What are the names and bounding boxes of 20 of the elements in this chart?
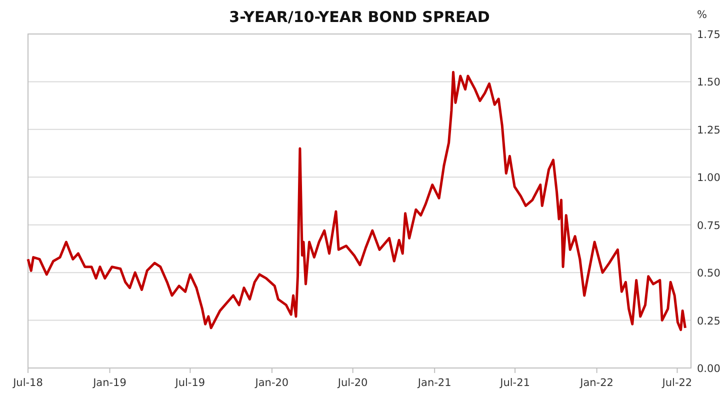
y-tick-label: 0.25 bbox=[697, 315, 720, 328]
x-tick-label: Jan-19 bbox=[92, 377, 126, 389]
x-tick-label: Jul-21 bbox=[499, 377, 530, 389]
x-tick-label: Jan-20 bbox=[254, 377, 289, 389]
chart-title: 3-YEAR/10-YEAR BOND SPREAD bbox=[229, 8, 490, 26]
y-tick-label: 1.75 bbox=[697, 29, 720, 41]
y-tick-label: 0.50 bbox=[697, 268, 720, 280]
x-tick-label: Jul-20 bbox=[336, 377, 368, 389]
x-tick-label: Jul-22 bbox=[661, 377, 692, 389]
x-tick-label: Jan-22 bbox=[579, 377, 614, 389]
y-tick-label: 1.00 bbox=[697, 172, 720, 184]
y-tick-label: 0.75 bbox=[697, 220, 720, 232]
y-axis-title: % bbox=[697, 9, 707, 21]
line-series bbox=[26, 70, 686, 332]
y-tick-label: 1.50 bbox=[697, 76, 720, 89]
x-tick-label: Jan-21 bbox=[416, 377, 452, 389]
y-tick-label: 0.00 bbox=[697, 363, 720, 375]
y-tick-label: 1.25 bbox=[697, 124, 720, 136]
x-tick-label: Jul-19 bbox=[174, 377, 206, 389]
x-tick-label: Jul-18 bbox=[12, 377, 43, 389]
